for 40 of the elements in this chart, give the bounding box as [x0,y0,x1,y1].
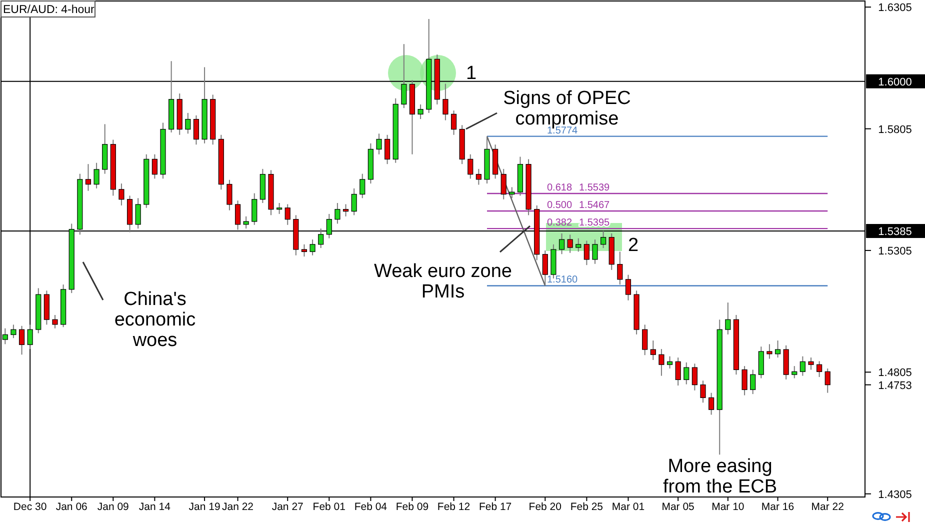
y-tick-label: 1.5305 [878,245,912,258]
series-label: 1.5160 [547,274,578,286]
annotation: 1.5467 [579,200,610,212]
annotation: 2 [628,235,639,256]
x-tick-label: Feb 04 [354,501,388,513]
series-label: 0.500 [547,200,572,212]
y-tick-label: 1.4305 [878,488,912,501]
x-tick-label: Feb 09 [396,501,429,513]
y-tick-label: 1.5805 [878,124,912,136]
x-tick-label: Jan 27 [272,501,304,513]
x-tick-label: Mar 10 [712,501,744,513]
x-tick-label: Mar 22 [811,501,844,513]
y-tick-label: 1.4753 [878,380,912,392]
x-tick-label: Feb 20 [528,501,562,513]
x-tick-label: Feb 01 [312,501,346,513]
x-tick-label: Jan 22 [222,501,254,513]
annotation: More easing from the ECB [662,456,778,498]
ref-line-label: 1.5385 [878,226,912,238]
x-tick-label: Jan 19 [188,501,220,513]
x-tick-label: Dec 30 [13,501,47,513]
x-tick-label: Mar 16 [761,501,794,513]
x-tick-label: Mar 05 [662,501,695,513]
x-tick-label: Jan 06 [56,501,88,513]
annotation: Weak euro zone PMIs [374,261,512,303]
y-tick-label: 1.4805 [878,367,912,380]
annotation: 1.5395 [579,218,610,229]
x-tick-label: Jan 09 [97,501,130,513]
x-tick-label: Mar 01 [612,501,645,513]
y-tick-label: 1.6305 [878,2,912,14]
x-tick-label: Feb 17 [478,501,512,513]
x-tick-label: Feb 25 [570,501,604,513]
ref-line-label: 1.6000 [878,76,912,88]
series-label: 0.618 [547,182,572,194]
annotation: 1 [466,63,477,84]
annotation: 1.5539 [579,182,610,194]
x-tick-label: Feb 12 [437,501,470,513]
series-label: 0.382 [547,218,572,229]
x-tick-label: Jan 14 [138,501,171,513]
chart-title: EUR/AUD: 4-hour [3,4,95,16]
annotation: China's economic woes [114,289,196,352]
